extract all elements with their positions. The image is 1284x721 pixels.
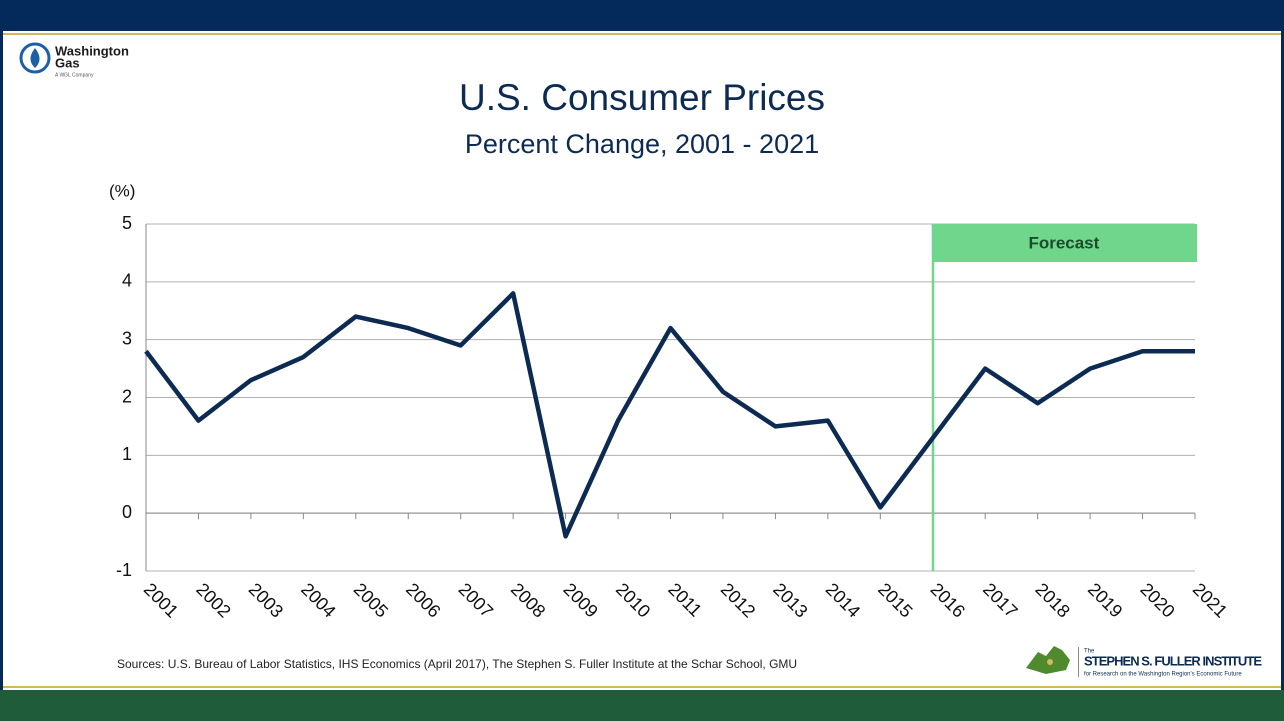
logo-text: Washington bbox=[55, 43, 129, 58]
bottom-bar bbox=[0, 690, 1284, 721]
y-tick-label: 4 bbox=[122, 271, 132, 291]
logo-divider bbox=[1078, 647, 1079, 677]
y-tick-label: -1 bbox=[116, 560, 132, 580]
left-border bbox=[0, 31, 3, 690]
y-tick-label: 3 bbox=[122, 328, 132, 348]
forecast-divider bbox=[931, 224, 935, 571]
y-tick-label: 1 bbox=[122, 444, 132, 464]
logo-tagline: for Research on the Washington Region's … bbox=[1084, 672, 1242, 678]
chart-subtitle: Percent Change, 2001 - 2021 bbox=[465, 129, 819, 159]
fuller-institute-logo: The STEPHEN S. FULLER INSTITUTE for Rese… bbox=[1026, 646, 1262, 678]
bottom-rule bbox=[0, 686, 1284, 688]
y-tick-label: 5 bbox=[122, 213, 132, 233]
washington-gas-logo: Washington Gas A WGL Company bbox=[19, 42, 129, 78]
logo-text: STEPHEN S. FULLER INSTITUTE bbox=[1084, 653, 1262, 668]
source-note: Sources: U.S. Bureau of Labor Statistics… bbox=[117, 657, 797, 671]
top-bar bbox=[0, 0, 1284, 31]
y-tick-label: 2 bbox=[122, 386, 132, 406]
logo-dot bbox=[1047, 659, 1053, 665]
right-border bbox=[1281, 31, 1284, 690]
logo-tagline: A WGL Company bbox=[55, 72, 94, 78]
y-tick-label: 0 bbox=[122, 502, 132, 522]
y-axis-label: (%) bbox=[109, 181, 135, 200]
forecast-label: Forecast bbox=[1028, 233, 1099, 252]
logo-text: Gas bbox=[55, 55, 80, 70]
logo-text: The bbox=[1084, 649, 1095, 655]
top-rule bbox=[0, 33, 1284, 35]
forecast-banner bbox=[932, 224, 1197, 262]
logo-flame bbox=[30, 48, 40, 68]
chart-title: U.S. Consumer Prices bbox=[459, 77, 825, 118]
data-line bbox=[144, 291, 1195, 539]
